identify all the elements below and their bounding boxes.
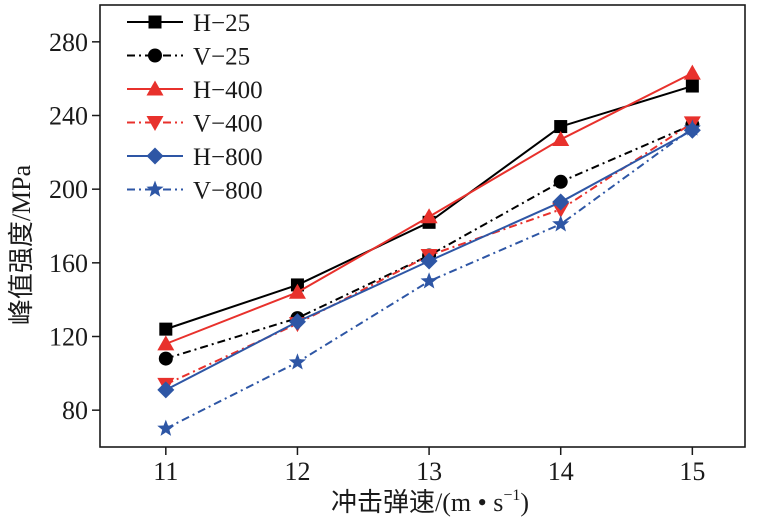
data-point [683, 119, 701, 136]
data-point [685, 79, 699, 93]
y-tick-label: 280 [49, 28, 88, 57]
legend-marker [146, 147, 164, 165]
data-point [683, 64, 701, 80]
legend-label: V−800 [193, 178, 263, 205]
data-point [420, 208, 438, 224]
data-point [157, 381, 175, 399]
x-tick-label: 14 [548, 457, 574, 486]
x-tick-label: 12 [284, 457, 310, 486]
legend-entry: H−400 [127, 77, 263, 104]
data-point [552, 193, 570, 211]
data-point [420, 272, 438, 289]
x-tick-label: 11 [153, 457, 178, 486]
legend-marker [146, 116, 164, 131]
y-tick-label: 120 [49, 323, 88, 352]
legend-entry: V−25 [127, 44, 250, 71]
legend: H−25 V−25 H−400 V−400 H−800 V−800 [127, 10, 263, 205]
x-axis-label-close: ) [520, 488, 529, 517]
legend-label: H−25 [193, 10, 250, 37]
legend-marker [146, 80, 164, 96]
data-point [553, 174, 568, 189]
data-point [158, 351, 173, 366]
data-point [552, 130, 570, 146]
data-point [288, 283, 306, 299]
legend-entry: H−25 [127, 10, 250, 37]
series-group [157, 64, 701, 436]
y-tick-label: 160 [49, 249, 88, 278]
data-point [554, 120, 568, 134]
data-point [157, 335, 175, 351]
data-point [159, 322, 173, 336]
legend-marker [148, 48, 162, 63]
x-tick-label: 13 [416, 457, 442, 486]
legend-label: H−800 [193, 144, 263, 171]
data-point [157, 419, 175, 436]
legend-marker [148, 15, 162, 29]
data-point [552, 215, 570, 232]
data-point [288, 313, 306, 331]
y-tick-label: 80 [62, 396, 88, 425]
y-tick-label: 240 [49, 102, 88, 131]
legend-label: V−25 [193, 44, 250, 71]
y-axis-label: 峰值强度/MPa [7, 164, 36, 325]
legend-label: H−400 [193, 77, 263, 104]
legend-label: V−400 [193, 111, 263, 138]
legend-entry: H−800 [127, 144, 263, 171]
plot-frame [99, 4, 746, 448]
x-tick-label: 15 [679, 457, 705, 486]
series-3 [157, 64, 701, 351]
series-6 [157, 119, 701, 436]
plot-border [99, 4, 746, 448]
x-axis-label-exponent: −1 [503, 487, 520, 504]
data-point [288, 353, 307, 370]
axis-ticks: 80 120 160 200 240 280 11 12 13 14 15 [49, 28, 705, 486]
legend-entry: V−400 [127, 111, 263, 138]
legend-entry: V−800 [127, 178, 263, 205]
y-tick-label: 200 [49, 175, 88, 204]
x-axis-label: 冲击弹速/(m • s−1) [331, 487, 529, 517]
x-axis-label-main: 冲击弹速/(m • s [331, 488, 503, 517]
legend-marker [146, 180, 164, 197]
data-point [420, 252, 438, 270]
